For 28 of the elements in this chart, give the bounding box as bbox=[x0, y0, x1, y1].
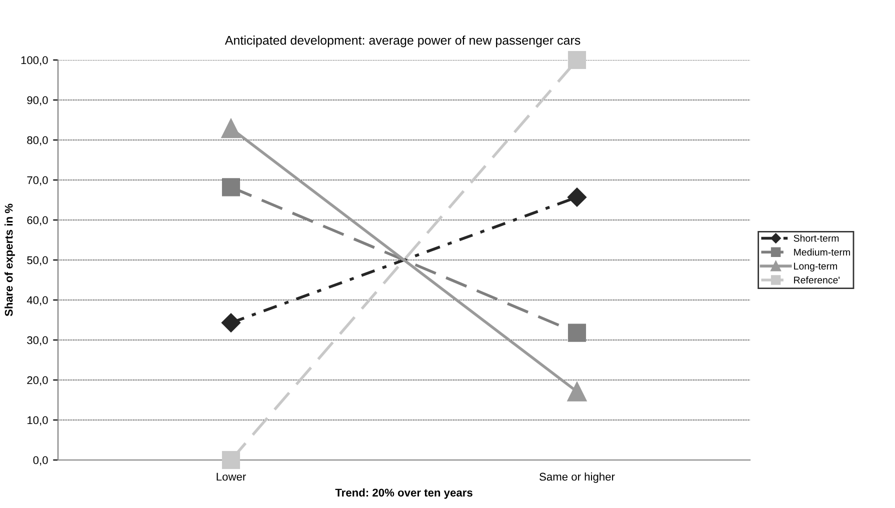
y-tick-label: 100,0 bbox=[21, 56, 48, 66]
point bbox=[222, 178, 240, 196]
point bbox=[221, 118, 241, 138]
y-axis-title: Share of experts in % bbox=[4, 204, 15, 316]
y-tick-label: 20,0 bbox=[27, 376, 48, 386]
point bbox=[567, 188, 587, 207]
y-tick-label: 70,0 bbox=[27, 176, 48, 186]
y-tick-label: 10,0 bbox=[28, 416, 48, 426]
chart-title: Anticipated development: average power of new passenger cars bbox=[224, 36, 580, 48]
y-tick-label: 40,0 bbox=[26, 296, 48, 306]
x-axis-title: Trend: 20% over ten years bbox=[335, 488, 472, 499]
x-tick-label: Lower bbox=[216, 472, 246, 481]
legend-label: Long-term bbox=[794, 262, 837, 272]
point bbox=[568, 324, 586, 342]
y-tick-label: 30,0 bbox=[27, 336, 48, 346]
y-tick-label: 0,0 bbox=[33, 456, 48, 466]
y-tick-label: 60,0 bbox=[27, 216, 48, 226]
y-tick-label: 90,0 bbox=[27, 96, 48, 106]
point bbox=[568, 50, 586, 70]
legend-label: Short-term bbox=[794, 234, 839, 242]
y-tick-label: 80,0 bbox=[27, 136, 48, 146]
x-tick-label: Same or higher bbox=[540, 472, 615, 483]
point bbox=[222, 450, 240, 470]
legend-label: Medium-term bbox=[794, 248, 850, 256]
point bbox=[567, 382, 587, 402]
point bbox=[221, 313, 241, 332]
y-tick-label: 50,0 bbox=[27, 256, 48, 266]
legend-label: Reference' bbox=[794, 276, 840, 284]
